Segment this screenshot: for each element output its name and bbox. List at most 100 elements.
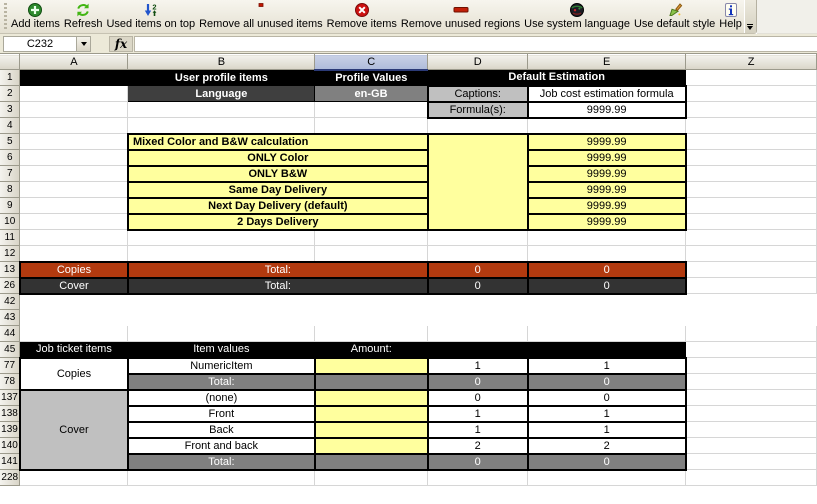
cell-B42[interactable] bbox=[127, 293, 315, 310]
cell-A2[interactable] bbox=[19, 85, 129, 102]
cell-Z44[interactable] bbox=[685, 325, 817, 342]
row-header-44[interactable]: 44 bbox=[0, 325, 21, 342]
cell-Z140[interactable] bbox=[685, 437, 817, 454]
row-header-8[interactable]: 8 bbox=[0, 181, 21, 198]
row-header-228[interactable]: 228 bbox=[0, 469, 21, 486]
cell-C43[interactable] bbox=[314, 309, 428, 326]
row-header-7[interactable]: 7 bbox=[0, 165, 21, 182]
row-header-12[interactable]: 12 bbox=[0, 245, 21, 262]
cell-D13[interactable]: 0 bbox=[426, 260, 529, 279]
row-header-10[interactable]: 10 bbox=[0, 213, 21, 230]
toolbar-overflow-button[interactable] bbox=[743, 0, 756, 33]
cell-C3[interactable] bbox=[314, 101, 429, 118]
cell-Z3[interactable] bbox=[685, 101, 817, 118]
cell-B45[interactable]: Item values bbox=[127, 341, 316, 358]
cell-C45[interactable]: Amount: bbox=[314, 341, 429, 358]
cell-E8[interactable]: 9999.99 bbox=[526, 180, 687, 199]
cell-B8[interactable]: Same Day Delivery bbox=[126, 180, 429, 199]
cell-C138[interactable] bbox=[313, 404, 429, 423]
cell-D3[interactable]: Formula(s): bbox=[426, 100, 529, 119]
cell-A42[interactable] bbox=[19, 293, 128, 310]
cell-E42[interactable] bbox=[527, 293, 686, 310]
cell-C78[interactable] bbox=[313, 372, 429, 391]
cell-A77[interactable]: Copies bbox=[18, 356, 129, 391]
cell-B228[interactable] bbox=[127, 469, 316, 486]
cell-B137[interactable]: (none) bbox=[126, 388, 316, 407]
cell-E77[interactable]: 1 bbox=[526, 356, 687, 375]
row-header-141[interactable]: 141 bbox=[0, 453, 21, 470]
toolbar-button-remove-unused-regions[interactable]: Remove unused regions bbox=[399, 0, 522, 33]
cell-C228[interactable] bbox=[314, 469, 429, 486]
toolbar-grip-handle[interactable] bbox=[2, 3, 8, 30]
cell-B12[interactable] bbox=[127, 245, 316, 262]
cell-D45[interactable] bbox=[427, 341, 687, 358]
cell-E7[interactable]: 9999.99 bbox=[526, 164, 687, 183]
cell-E5[interactable]: 9999.99 bbox=[526, 132, 687, 151]
row-header-13[interactable]: 13 bbox=[0, 261, 21, 278]
cell-A4[interactable] bbox=[19, 117, 129, 134]
cell-B11[interactable] bbox=[127, 229, 316, 246]
cell-D12[interactable] bbox=[427, 245, 529, 262]
row-header-43[interactable]: 43 bbox=[0, 309, 21, 326]
cell-Z6[interactable] bbox=[685, 149, 817, 166]
cell-B10[interactable]: 2 Days Delivery bbox=[126, 212, 429, 231]
cell-A43[interactable] bbox=[19, 309, 128, 326]
cell-B138[interactable]: Front bbox=[126, 404, 316, 423]
column-header-B[interactable]: B bbox=[127, 54, 316, 70]
cell-A7[interactable] bbox=[19, 165, 129, 182]
name-box-dropdown-button[interactable] bbox=[77, 35, 91, 52]
column-header-Z[interactable]: Z bbox=[685, 54, 817, 70]
column-header-E[interactable]: E bbox=[527, 54, 687, 70]
row-header-2[interactable]: 2 bbox=[0, 85, 21, 102]
cell-Z4[interactable] bbox=[685, 117, 817, 134]
row-header-4[interactable]: 4 bbox=[0, 117, 21, 134]
row-header-78[interactable]: 78 bbox=[0, 373, 21, 390]
toolbar-button-remove-all-unused-items[interactable]: Remove all unused items bbox=[197, 0, 325, 33]
cell-D43[interactable] bbox=[427, 309, 528, 326]
cell-B2[interactable]: Language bbox=[127, 85, 316, 102]
cell-Z78[interactable] bbox=[685, 373, 817, 390]
cell-A1[interactable] bbox=[19, 69, 129, 86]
cell-B9[interactable]: Next Day Delivery (default) bbox=[126, 196, 429, 215]
cell-A12[interactable] bbox=[19, 245, 129, 262]
cell-Z5[interactable] bbox=[685, 133, 817, 150]
cell-B1[interactable]: User profile items bbox=[127, 69, 316, 86]
cell-C139[interactable] bbox=[313, 420, 429, 439]
cell-C137[interactable] bbox=[313, 388, 429, 407]
cell-B4[interactable] bbox=[127, 117, 316, 134]
cell-Z8[interactable] bbox=[685, 181, 817, 198]
cell-Z2[interactable] bbox=[685, 85, 817, 102]
cell-A3[interactable] bbox=[19, 101, 129, 118]
cell-Z137[interactable] bbox=[685, 389, 817, 406]
formula-input[interactable] bbox=[134, 35, 817, 52]
cell-D44[interactable] bbox=[427, 325, 529, 342]
cell-E11[interactable] bbox=[527, 229, 687, 246]
cell-C4[interactable] bbox=[314, 117, 429, 134]
row-header-6[interactable]: 6 bbox=[0, 149, 21, 166]
row-header-3[interactable]: 3 bbox=[0, 101, 21, 118]
cell-A26[interactable]: Cover bbox=[18, 276, 129, 295]
cell-Z45[interactable] bbox=[685, 341, 817, 358]
cell-Z141[interactable] bbox=[685, 453, 817, 470]
row-header-137[interactable]: 137 bbox=[0, 389, 21, 406]
insert-function-button[interactable]: fx bbox=[109, 35, 133, 52]
cell-Z12[interactable] bbox=[685, 245, 817, 262]
cell-B5[interactable]: Mixed Color and B&W calculation bbox=[126, 132, 429, 151]
cell-C42[interactable] bbox=[314, 293, 428, 310]
cell-E138[interactable]: 1 bbox=[526, 404, 687, 423]
cell-Z139[interactable] bbox=[685, 421, 817, 438]
cell-Z1[interactable] bbox=[685, 69, 817, 86]
cell-A6[interactable] bbox=[19, 149, 129, 166]
cell-D42[interactable] bbox=[427, 293, 528, 310]
toolbar-button-help[interactable]: Help bbox=[717, 0, 744, 33]
cell-Z77[interactable] bbox=[685, 357, 817, 374]
cell-E4[interactable] bbox=[527, 117, 687, 134]
cell-A44[interactable] bbox=[19, 325, 129, 342]
cell-B26[interactable]: Total: bbox=[126, 276, 429, 295]
cell-E12[interactable] bbox=[527, 245, 687, 262]
row-header-11[interactable]: 11 bbox=[0, 229, 21, 246]
cell-C12[interactable] bbox=[314, 245, 429, 262]
row-header-42[interactable]: 42 bbox=[0, 293, 21, 310]
cell-E78[interactable]: 0 bbox=[526, 372, 687, 391]
toolbar-button-remove-items[interactable]: Remove items bbox=[325, 0, 399, 33]
